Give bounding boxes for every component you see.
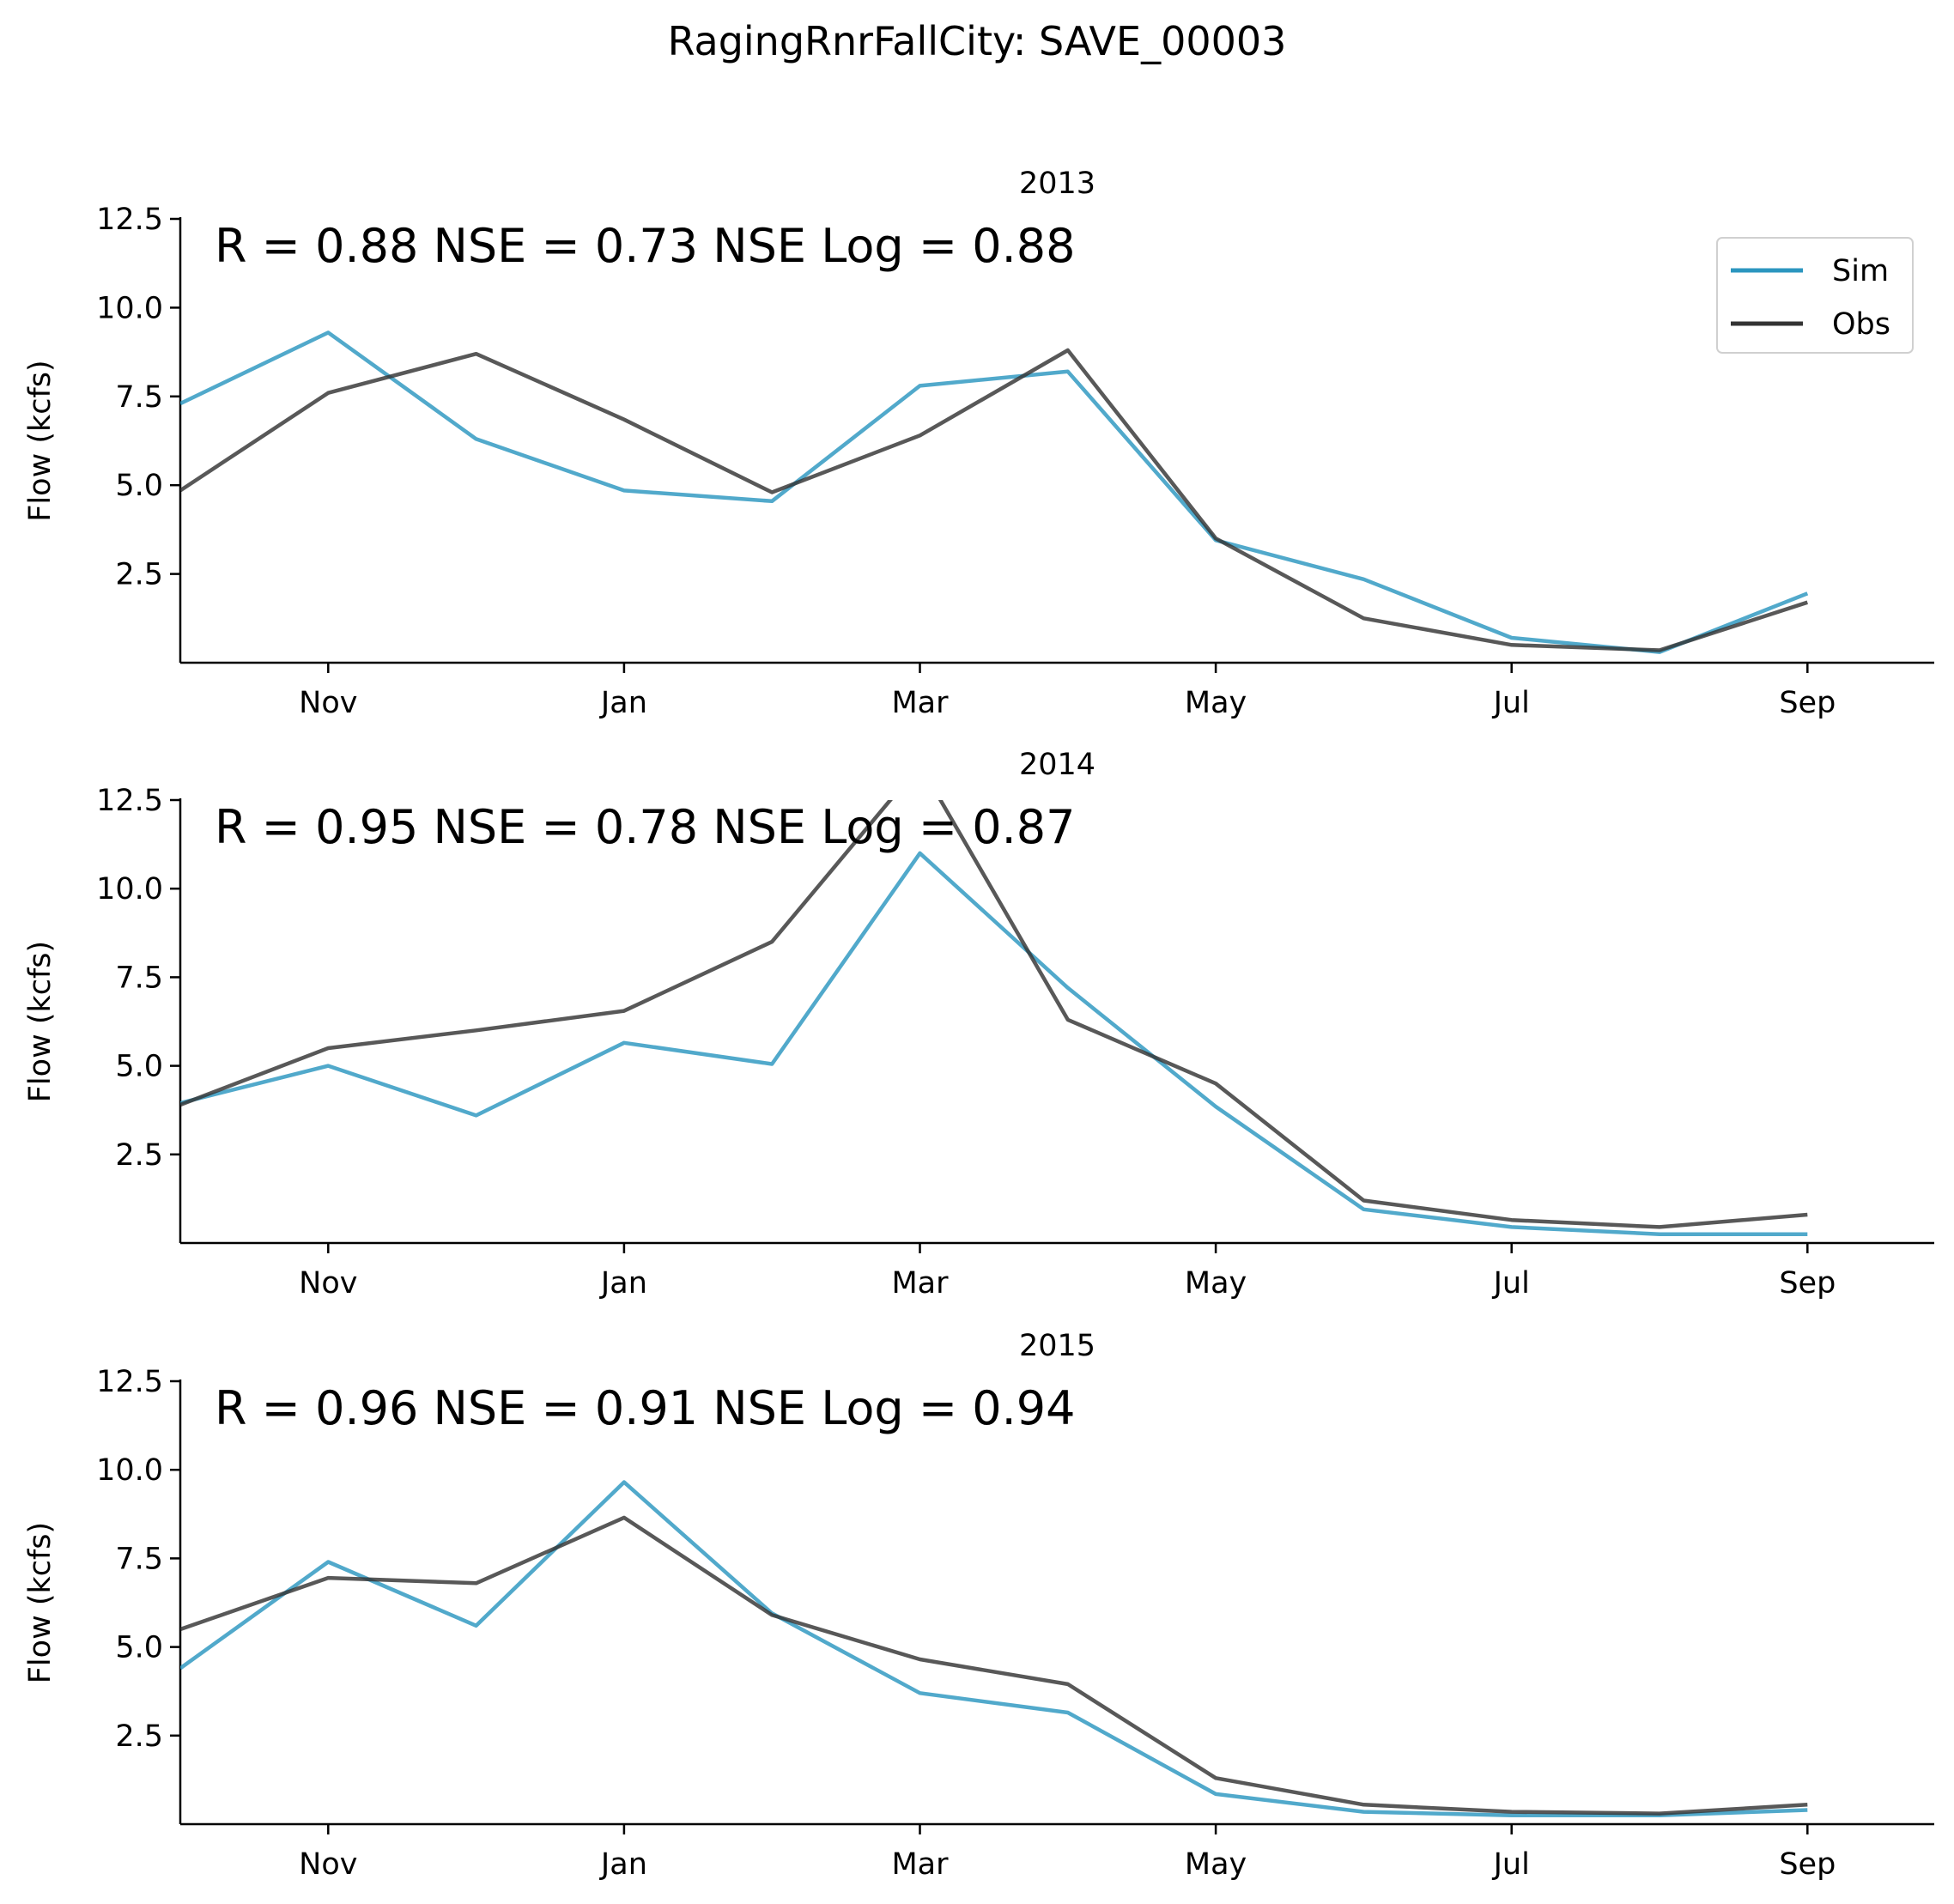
y-tick-label: 10.0 bbox=[96, 872, 163, 907]
y-axis-label: Flow (kcfs) bbox=[23, 941, 58, 1102]
x-tick-label: Sep bbox=[1779, 1266, 1836, 1301]
x-tick-label: Nov bbox=[299, 1266, 357, 1301]
x-tick-label: Jul bbox=[1492, 686, 1530, 720]
y-axis-label: Flow (kcfs) bbox=[23, 360, 58, 521]
chart-panel-2013: 2013 2.5 5.0 7.5 10.0 12.5 Nov Jan Mar May Jul Sep F… bbox=[23, 167, 1934, 720]
legend: Sim Obs bbox=[1716, 237, 1914, 354]
series-line-obs bbox=[180, 348, 1808, 652]
x-tick-label: Sep bbox=[1779, 1847, 1836, 1882]
y-tick-label: 7.5 bbox=[115, 961, 163, 995]
series-line-sim bbox=[180, 1480, 1808, 1817]
legend-label-sim: Sim bbox=[1832, 254, 1889, 288]
panel-title: 2014 bbox=[1019, 748, 1095, 782]
x-tick-label: Sep bbox=[1779, 686, 1836, 720]
x-tick-label: Mar bbox=[891, 1847, 949, 1882]
y-axis-label: Flow (kcfs) bbox=[23, 1522, 58, 1683]
figure-title: RagingRnrFallCity: SAVE_00003 bbox=[668, 18, 1287, 64]
x-tick-label: Mar bbox=[891, 686, 949, 720]
y-tick-label: 2.5 bbox=[115, 1138, 163, 1173]
x-tick-label: Jan bbox=[599, 686, 647, 720]
y-tick-label: 7.5 bbox=[115, 380, 163, 415]
x-tick-label: Jan bbox=[599, 1847, 647, 1882]
series-line-sim bbox=[180, 851, 1808, 1236]
y-tick-label: 10.0 bbox=[96, 291, 163, 325]
y-tick-label: 7.5 bbox=[115, 1542, 163, 1576]
series-line-obs bbox=[180, 800, 1808, 1229]
x-tick-label: May bbox=[1185, 1847, 1247, 1882]
y-tick-label: 5.0 bbox=[115, 1631, 163, 1665]
x-tick-label: Nov bbox=[299, 686, 357, 720]
y-tick-label: 2.5 bbox=[115, 558, 163, 592]
series-line-sim bbox=[180, 330, 1809, 654]
y-tick-label: 12.5 bbox=[96, 784, 163, 818]
y-tick-label: 2.5 bbox=[115, 1719, 163, 1754]
x-tick-label: Jan bbox=[599, 1266, 647, 1301]
x-tick-label: Nov bbox=[299, 1847, 357, 1882]
y-tick-label: 5.0 bbox=[115, 1050, 163, 1084]
panel-title: 2013 bbox=[1019, 167, 1095, 201]
y-tick-label: 12.5 bbox=[96, 203, 163, 237]
stats-annotation: R = 0.88 NSE = 0.73 NSE Log = 0.88 bbox=[215, 219, 1075, 273]
y-tick-label: 12.5 bbox=[96, 1365, 163, 1399]
stats-annotation: R = 0.96 NSE = 0.91 NSE Log = 0.94 bbox=[215, 1381, 1075, 1435]
x-tick-label: Jul bbox=[1492, 1266, 1530, 1301]
series-line-obs bbox=[180, 1515, 1808, 1816]
chart-panel-2014: 2014 2.5 5.0 7.5 10.0 12.5 Nov Jan Mar May Jul Sep F… bbox=[23, 748, 1934, 1301]
y-tick-label: 10.0 bbox=[96, 1453, 163, 1488]
x-tick-label: Jul bbox=[1492, 1847, 1530, 1882]
chart-panel-2015: 2015 2.5 5.0 7.5 10.0 12.5 Nov Jan Mar May Jul Sep F… bbox=[23, 1329, 1934, 1882]
x-tick-label: Mar bbox=[891, 1266, 949, 1301]
legend-label-obs: Obs bbox=[1832, 307, 1890, 342]
x-tick-label: May bbox=[1185, 686, 1247, 720]
stats-annotation: R = 0.95 NSE = 0.78 NSE Log = 0.87 bbox=[215, 800, 1075, 854]
x-tick-label: May bbox=[1185, 1266, 1247, 1301]
panel-title: 2015 bbox=[1019, 1329, 1095, 1363]
y-tick-label: 5.0 bbox=[115, 469, 163, 503]
